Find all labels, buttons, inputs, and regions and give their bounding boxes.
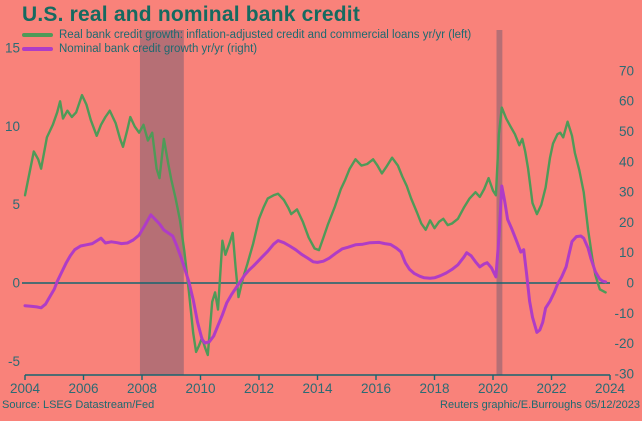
right-tick-label: 10 bbox=[619, 245, 634, 260]
series-nominal-line bbox=[23, 184, 608, 345]
x-tick-label: 2010 bbox=[185, 381, 215, 396]
chart-title: U.S. real and nominal bank credit bbox=[22, 3, 361, 26]
x-tick-label: 2018 bbox=[419, 381, 449, 396]
right-tick-label: 70 bbox=[619, 63, 634, 78]
left-axis-labels: 15 10 5 0 -5 bbox=[5, 41, 20, 369]
x-tick-label: 2012 bbox=[244, 381, 274, 396]
x-tick-label: 2014 bbox=[302, 381, 333, 396]
right-tick-label: -30 bbox=[614, 366, 634, 381]
credit-note: Reuters graphic/E.Burroughs 05/12/2023 bbox=[440, 399, 640, 411]
right-tick-label: 40 bbox=[619, 154, 634, 169]
x-tick-label: 2006 bbox=[68, 381, 98, 396]
nominal-line-swatch bbox=[22, 47, 53, 51]
legend-label-nominal: Nominal bank credit growth yr/yr (right) bbox=[59, 43, 258, 55]
right-tick-label: 50 bbox=[619, 124, 634, 139]
right-tick-label: -10 bbox=[614, 306, 634, 321]
left-tick-label: 0 bbox=[12, 276, 20, 291]
right-tick-label: 20 bbox=[619, 215, 634, 230]
left-tick-label: 5 bbox=[12, 197, 20, 212]
x-axis: 2004 2006 2008 2010 2012 2014 2016 2018 2020 2022… bbox=[10, 374, 626, 396]
legend-item-nominal: Nominal bank credit growth yr/yr (right) bbox=[22, 42, 471, 56]
x-tick-label: 2022 bbox=[536, 381, 566, 396]
x-tick-label: 2004 bbox=[10, 381, 41, 396]
right-tick-label: 60 bbox=[619, 94, 634, 109]
left-tick-label: -5 bbox=[8, 354, 20, 369]
left-tick-label: 10 bbox=[5, 119, 20, 134]
x-tick-label: 2016 bbox=[361, 381, 391, 396]
legend-label-real: Real bank credit growth: inflation-adjus… bbox=[59, 29, 472, 41]
legend: Real bank credit growth: inflation-adjus… bbox=[22, 28, 471, 56]
legend-item-real: Real bank credit growth: inflation-adjus… bbox=[22, 28, 471, 42]
source-note: Source: LSEG Datastream/Fed bbox=[2, 399, 155, 411]
series-real-line bbox=[23, 93, 607, 357]
right-tick-label: 0 bbox=[626, 276, 634, 291]
x-tick-label: 2020 bbox=[478, 381, 508, 396]
real-line-swatch bbox=[22, 33, 53, 37]
x-tick-label: 2008 bbox=[127, 381, 157, 396]
left-tick-label: 15 bbox=[5, 41, 20, 56]
right-axis-labels: 70 60 50 40 30 20 10 0 -10 -20 -30 bbox=[614, 63, 634, 381]
x-tick-label: 2024 bbox=[595, 381, 626, 396]
right-tick-label: -20 bbox=[614, 336, 634, 351]
right-tick-label: 30 bbox=[619, 185, 634, 200]
